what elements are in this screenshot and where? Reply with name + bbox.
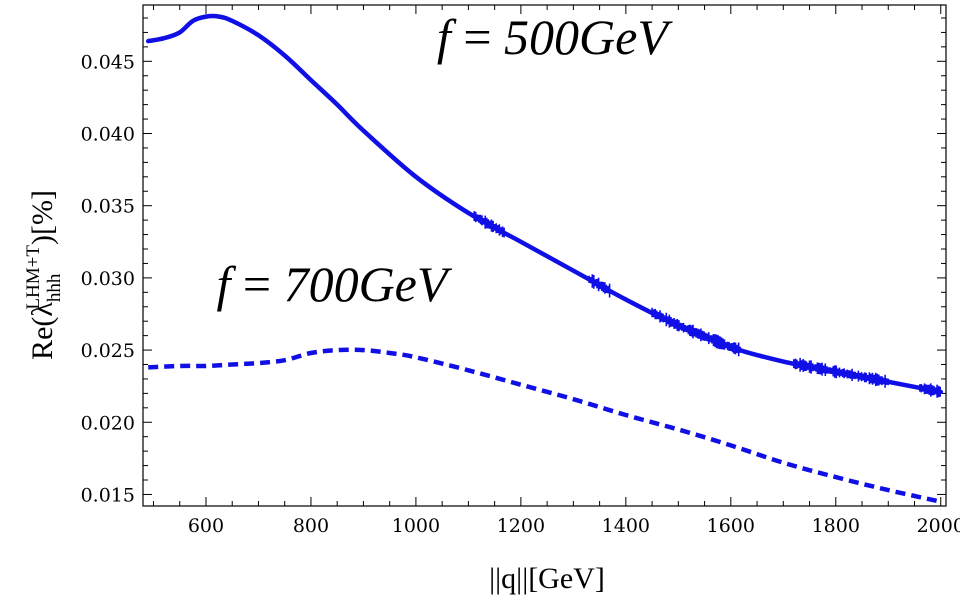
x-tick-label: 1400 — [602, 515, 650, 537]
y-axis-title-prefix: Re(λ — [26, 302, 59, 360]
y-tick-label: 0.025 — [81, 340, 135, 362]
annotation-value: 500GeV — [504, 9, 673, 65]
y-tick-label: 0.040 — [81, 123, 135, 145]
annotation-equals: = — [230, 256, 283, 312]
y-axis-title-sup: LHM+T — [23, 245, 44, 310]
y-tick-label: 0.030 — [81, 268, 135, 290]
annotations: f = 500GeV f = 700GeV — [216, 9, 673, 312]
x-tick-label: 1600 — [707, 515, 755, 537]
y-axis-title-sub: hhh — [44, 273, 65, 302]
x-tick-label: 2000 — [917, 515, 960, 537]
y-tick-label: 0.015 — [81, 484, 135, 506]
series — [145, 13, 944, 504]
series-noise-1 — [473, 211, 941, 398]
x-tick-label: 1000 — [392, 515, 440, 537]
ticks — [143, 5, 946, 506]
x-tick-label: 1800 — [812, 515, 860, 537]
x-axis-title: ||q||[GeV] — [489, 562, 605, 595]
annotation-equals: = — [451, 9, 504, 65]
y-axis-title: Re(λhhhLHM+T)[%] — [23, 190, 65, 360]
annotation-value: 700GeV — [284, 256, 453, 312]
series-line-1 — [145, 13, 944, 395]
tick-labels: 600 800 1000 1200 1400 1600 1800 2000 0.015 0.020… — [81, 51, 960, 537]
annotation-1: f = 500GeV — [437, 9, 673, 65]
y-tick-label: 0.035 — [81, 196, 135, 218]
y-tick-label: 0.045 — [81, 51, 135, 73]
x-tick-label: 600 — [188, 515, 224, 537]
plot-border — [142, 4, 947, 507]
y-tick-label: 0.020 — [81, 412, 135, 434]
y-axis-title-suffix: )[%] — [26, 190, 59, 245]
annotation-2: f = 700GeV — [216, 256, 452, 312]
x-tick-label: 1200 — [497, 515, 545, 537]
x-tick-label: 800 — [293, 515, 329, 537]
plot-frame — [142, 4, 947, 507]
